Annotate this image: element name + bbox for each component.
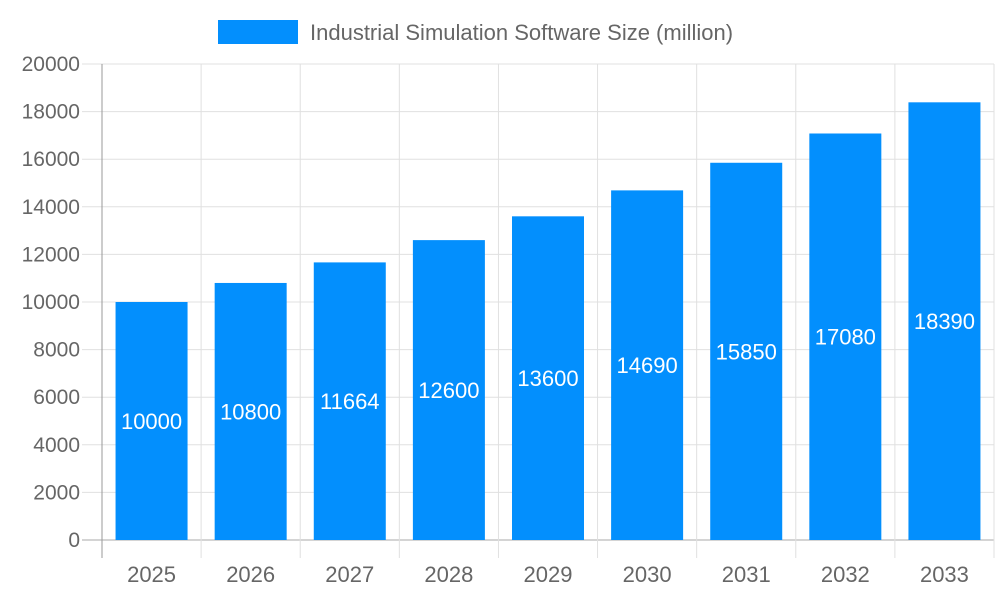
bar xyxy=(115,302,188,540)
y-tick-label: 0 xyxy=(68,529,80,552)
x-tick-label: 2025 xyxy=(127,562,176,587)
x-tick-label: 2027 xyxy=(325,562,374,587)
bar xyxy=(412,240,485,540)
x-tick-label: 2033 xyxy=(920,562,969,587)
data-label: 12600 xyxy=(418,378,479,403)
x-tick-label: 2028 xyxy=(424,562,473,587)
x-tick-label: 2032 xyxy=(821,562,870,587)
bar xyxy=(809,133,882,540)
bar xyxy=(512,216,584,540)
legend-label: Industrial Simulation Software Size (mil… xyxy=(310,20,733,45)
data-label: 10000 xyxy=(121,409,182,434)
legend-swatch xyxy=(218,20,298,44)
x-tick-label: 2029 xyxy=(524,562,573,587)
y-tick-label: 6000 xyxy=(33,386,80,409)
y-tick-label: 12000 xyxy=(22,243,80,266)
y-tick-label: 8000 xyxy=(33,339,80,362)
bar xyxy=(313,262,386,540)
bar xyxy=(214,282,287,540)
data-label: 15850 xyxy=(716,339,777,364)
bar xyxy=(908,102,981,541)
data-label: 17080 xyxy=(815,325,876,350)
x-tick-label: 2026 xyxy=(226,562,275,587)
y-tick-label: 4000 xyxy=(33,434,80,457)
x-tick-label: 2030 xyxy=(623,562,672,587)
data-label: 13600 xyxy=(517,366,578,391)
data-label: 11664 xyxy=(320,389,380,414)
bar xyxy=(710,162,783,540)
data-label: 18390 xyxy=(914,309,975,334)
y-tick-label: 10000 xyxy=(22,291,80,314)
data-label: 10800 xyxy=(220,399,281,424)
y-tick-label: 2000 xyxy=(33,481,80,504)
data-label: 14690 xyxy=(617,353,678,378)
y-tick-label: 20000 xyxy=(22,53,80,76)
y-tick-label: 16000 xyxy=(22,148,80,171)
y-tick-label: 14000 xyxy=(22,196,80,219)
y-tick-label: 18000 xyxy=(22,101,80,124)
x-tick-label: 2031 xyxy=(722,562,771,587)
bar xyxy=(611,190,684,541)
